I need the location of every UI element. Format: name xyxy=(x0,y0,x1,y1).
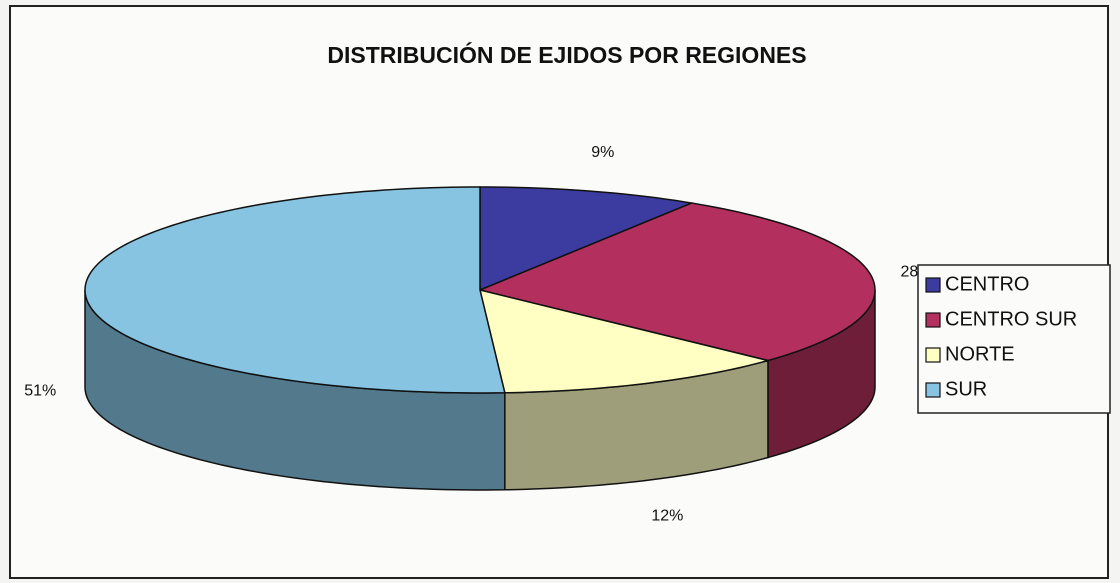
legend-label: CENTRO xyxy=(945,273,1029,295)
legend-label: SUR xyxy=(945,378,987,400)
legend-label: NORTE xyxy=(945,343,1015,365)
data-label: 51% xyxy=(24,383,56,400)
chart-title: DISTRIBUCIÓN DE EJIDOS POR REGIONES xyxy=(327,41,806,68)
slice xyxy=(84,186,506,394)
legend-box xyxy=(917,264,1111,414)
slice xyxy=(477,202,876,362)
legend-label: CENTRO SUR xyxy=(945,308,1077,330)
data-label: 12% xyxy=(651,508,683,525)
slice xyxy=(479,186,695,292)
legend-swatch xyxy=(925,382,941,398)
legend-swatch xyxy=(925,347,941,363)
data-label: 9% xyxy=(591,144,614,161)
legend-swatch xyxy=(925,277,941,293)
slice xyxy=(478,288,769,394)
legend-swatch xyxy=(925,312,941,328)
